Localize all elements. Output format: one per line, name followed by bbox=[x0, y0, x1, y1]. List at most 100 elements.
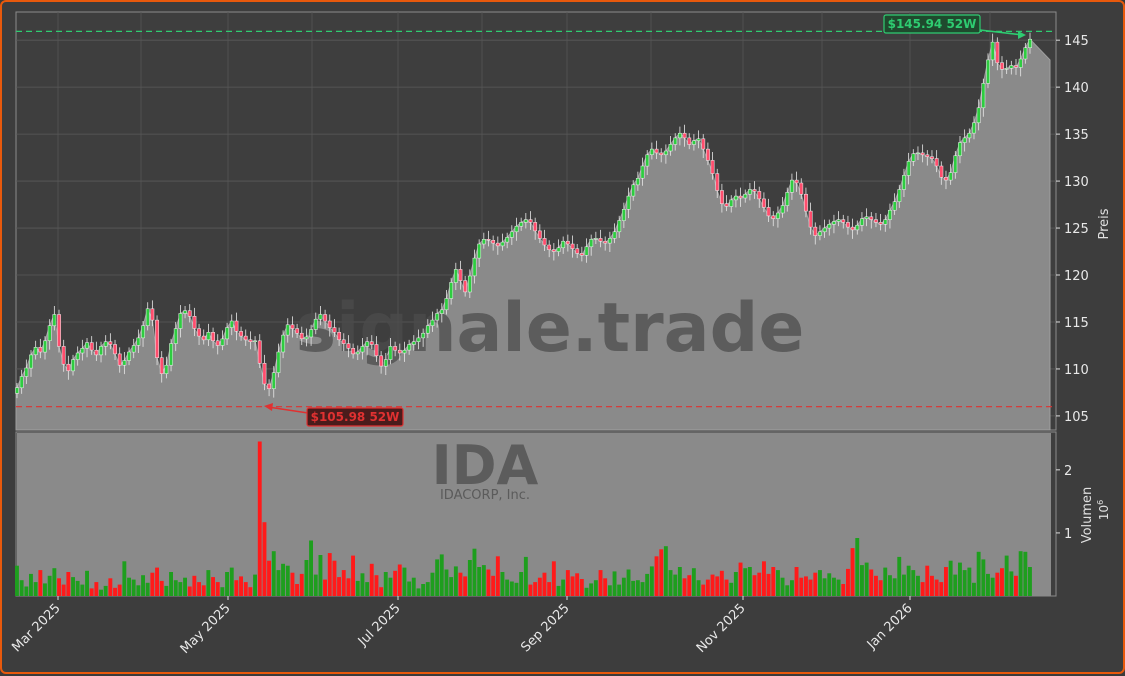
volume-bar bbox=[1004, 555, 1009, 596]
candle-body bbox=[537, 230, 542, 239]
volume-bar bbox=[687, 575, 692, 596]
candle-body bbox=[220, 338, 225, 346]
volume-bar bbox=[122, 561, 127, 596]
volume-bar bbox=[1028, 567, 1032, 596]
volume-bar bbox=[43, 583, 47, 596]
volume-bar bbox=[15, 565, 19, 596]
candle-body bbox=[155, 319, 159, 358]
volume-bar bbox=[351, 555, 355, 596]
volume-bar bbox=[995, 572, 1000, 596]
candle-body bbox=[514, 225, 519, 233]
volume-bar bbox=[290, 572, 295, 596]
volume-bar bbox=[818, 570, 822, 596]
candle-body bbox=[612, 231, 617, 239]
candle-body bbox=[29, 354, 33, 369]
volume-area-fill bbox=[17, 433, 1051, 596]
volume-bar bbox=[52, 568, 57, 596]
candle-body bbox=[846, 222, 850, 228]
volume-bar bbox=[570, 576, 575, 596]
price-tick-label: 135 bbox=[1064, 128, 1089, 143]
candle-body bbox=[902, 175, 906, 190]
volume-bar bbox=[192, 575, 197, 596]
volume-bar bbox=[556, 585, 561, 596]
candle-body bbox=[458, 269, 463, 281]
volume-bar bbox=[85, 570, 89, 596]
candle-body bbox=[89, 342, 94, 351]
candle-body bbox=[869, 216, 874, 220]
candle-body bbox=[575, 248, 580, 254]
x-tick-label: Sep 2025 bbox=[518, 601, 572, 655]
candle-body bbox=[276, 351, 281, 373]
candle-body bbox=[897, 189, 902, 202]
candle-body bbox=[211, 332, 215, 342]
volume-bar bbox=[327, 553, 332, 596]
volume-bar bbox=[388, 577, 393, 596]
volume-bar bbox=[621, 577, 626, 596]
x-tick-label: Jul 2025 bbox=[355, 601, 404, 650]
volume-bar bbox=[626, 569, 631, 596]
volume-bar bbox=[29, 573, 33, 596]
volume-axis-label: Volumen bbox=[1080, 487, 1095, 544]
volume-bar bbox=[267, 560, 271, 596]
volume-bar bbox=[897, 556, 902, 596]
low-arrow-head bbox=[264, 403, 273, 411]
volume-bar bbox=[958, 562, 962, 596]
volume-bar bbox=[155, 567, 159, 596]
candle-body bbox=[1000, 62, 1004, 70]
candle-body bbox=[930, 156, 934, 159]
candle-body bbox=[794, 179, 799, 184]
candle-body bbox=[1009, 65, 1014, 69]
volume-bar bbox=[393, 570, 398, 596]
candle-body bbox=[145, 308, 150, 326]
candle-body bbox=[934, 158, 939, 167]
candle-body bbox=[365, 341, 370, 347]
candle-body bbox=[71, 359, 75, 372]
low-label-box bbox=[306, 407, 404, 427]
candle-body bbox=[939, 165, 944, 178]
candle-body bbox=[141, 325, 145, 339]
volume-bar bbox=[159, 580, 164, 596]
candle-body bbox=[720, 190, 724, 204]
candle-body bbox=[603, 240, 608, 244]
volume-bar bbox=[211, 577, 215, 596]
candle-body bbox=[1028, 38, 1032, 48]
volume-bar bbox=[934, 579, 939, 596]
candle-body bbox=[38, 347, 43, 353]
volume-bar bbox=[1023, 551, 1028, 596]
candle-body bbox=[598, 238, 603, 242]
volume-bar bbox=[257, 441, 262, 596]
candle-body bbox=[762, 198, 766, 208]
volume-bar bbox=[411, 577, 416, 596]
volume-bar bbox=[486, 569, 491, 596]
candle-body bbox=[701, 138, 706, 150]
volume-bars bbox=[15, 441, 1032, 596]
candle-body bbox=[804, 193, 808, 212]
volume-bar bbox=[724, 579, 729, 596]
candle-body bbox=[589, 239, 594, 248]
volume-bar bbox=[463, 576, 468, 596]
volume-bar bbox=[794, 567, 799, 596]
volume-bar bbox=[453, 566, 458, 596]
price-tick-label: 140 bbox=[1064, 81, 1089, 96]
candle-body bbox=[444, 298, 449, 311]
candle-body bbox=[159, 357, 164, 374]
candle-body bbox=[626, 195, 631, 210]
volume-bar bbox=[930, 575, 934, 596]
volume-bar bbox=[472, 548, 477, 596]
candle-body bbox=[430, 319, 435, 326]
volume-axis-multiplier: 106 bbox=[1096, 500, 1111, 520]
volume-bar bbox=[976, 551, 981, 596]
candle-body bbox=[500, 241, 505, 247]
candle-body bbox=[327, 320, 332, 328]
candle-body bbox=[724, 203, 729, 207]
volume-bar bbox=[864, 562, 869, 596]
volume-bar bbox=[1018, 551, 1023, 596]
volume-bar bbox=[113, 587, 117, 596]
candle-body bbox=[164, 364, 169, 374]
candle-body bbox=[818, 231, 822, 236]
volume-bar bbox=[673, 574, 678, 596]
volume-bar bbox=[790, 580, 794, 596]
volume-bar bbox=[355, 580, 360, 596]
candle-body bbox=[491, 240, 496, 244]
candle-body bbox=[47, 325, 52, 341]
